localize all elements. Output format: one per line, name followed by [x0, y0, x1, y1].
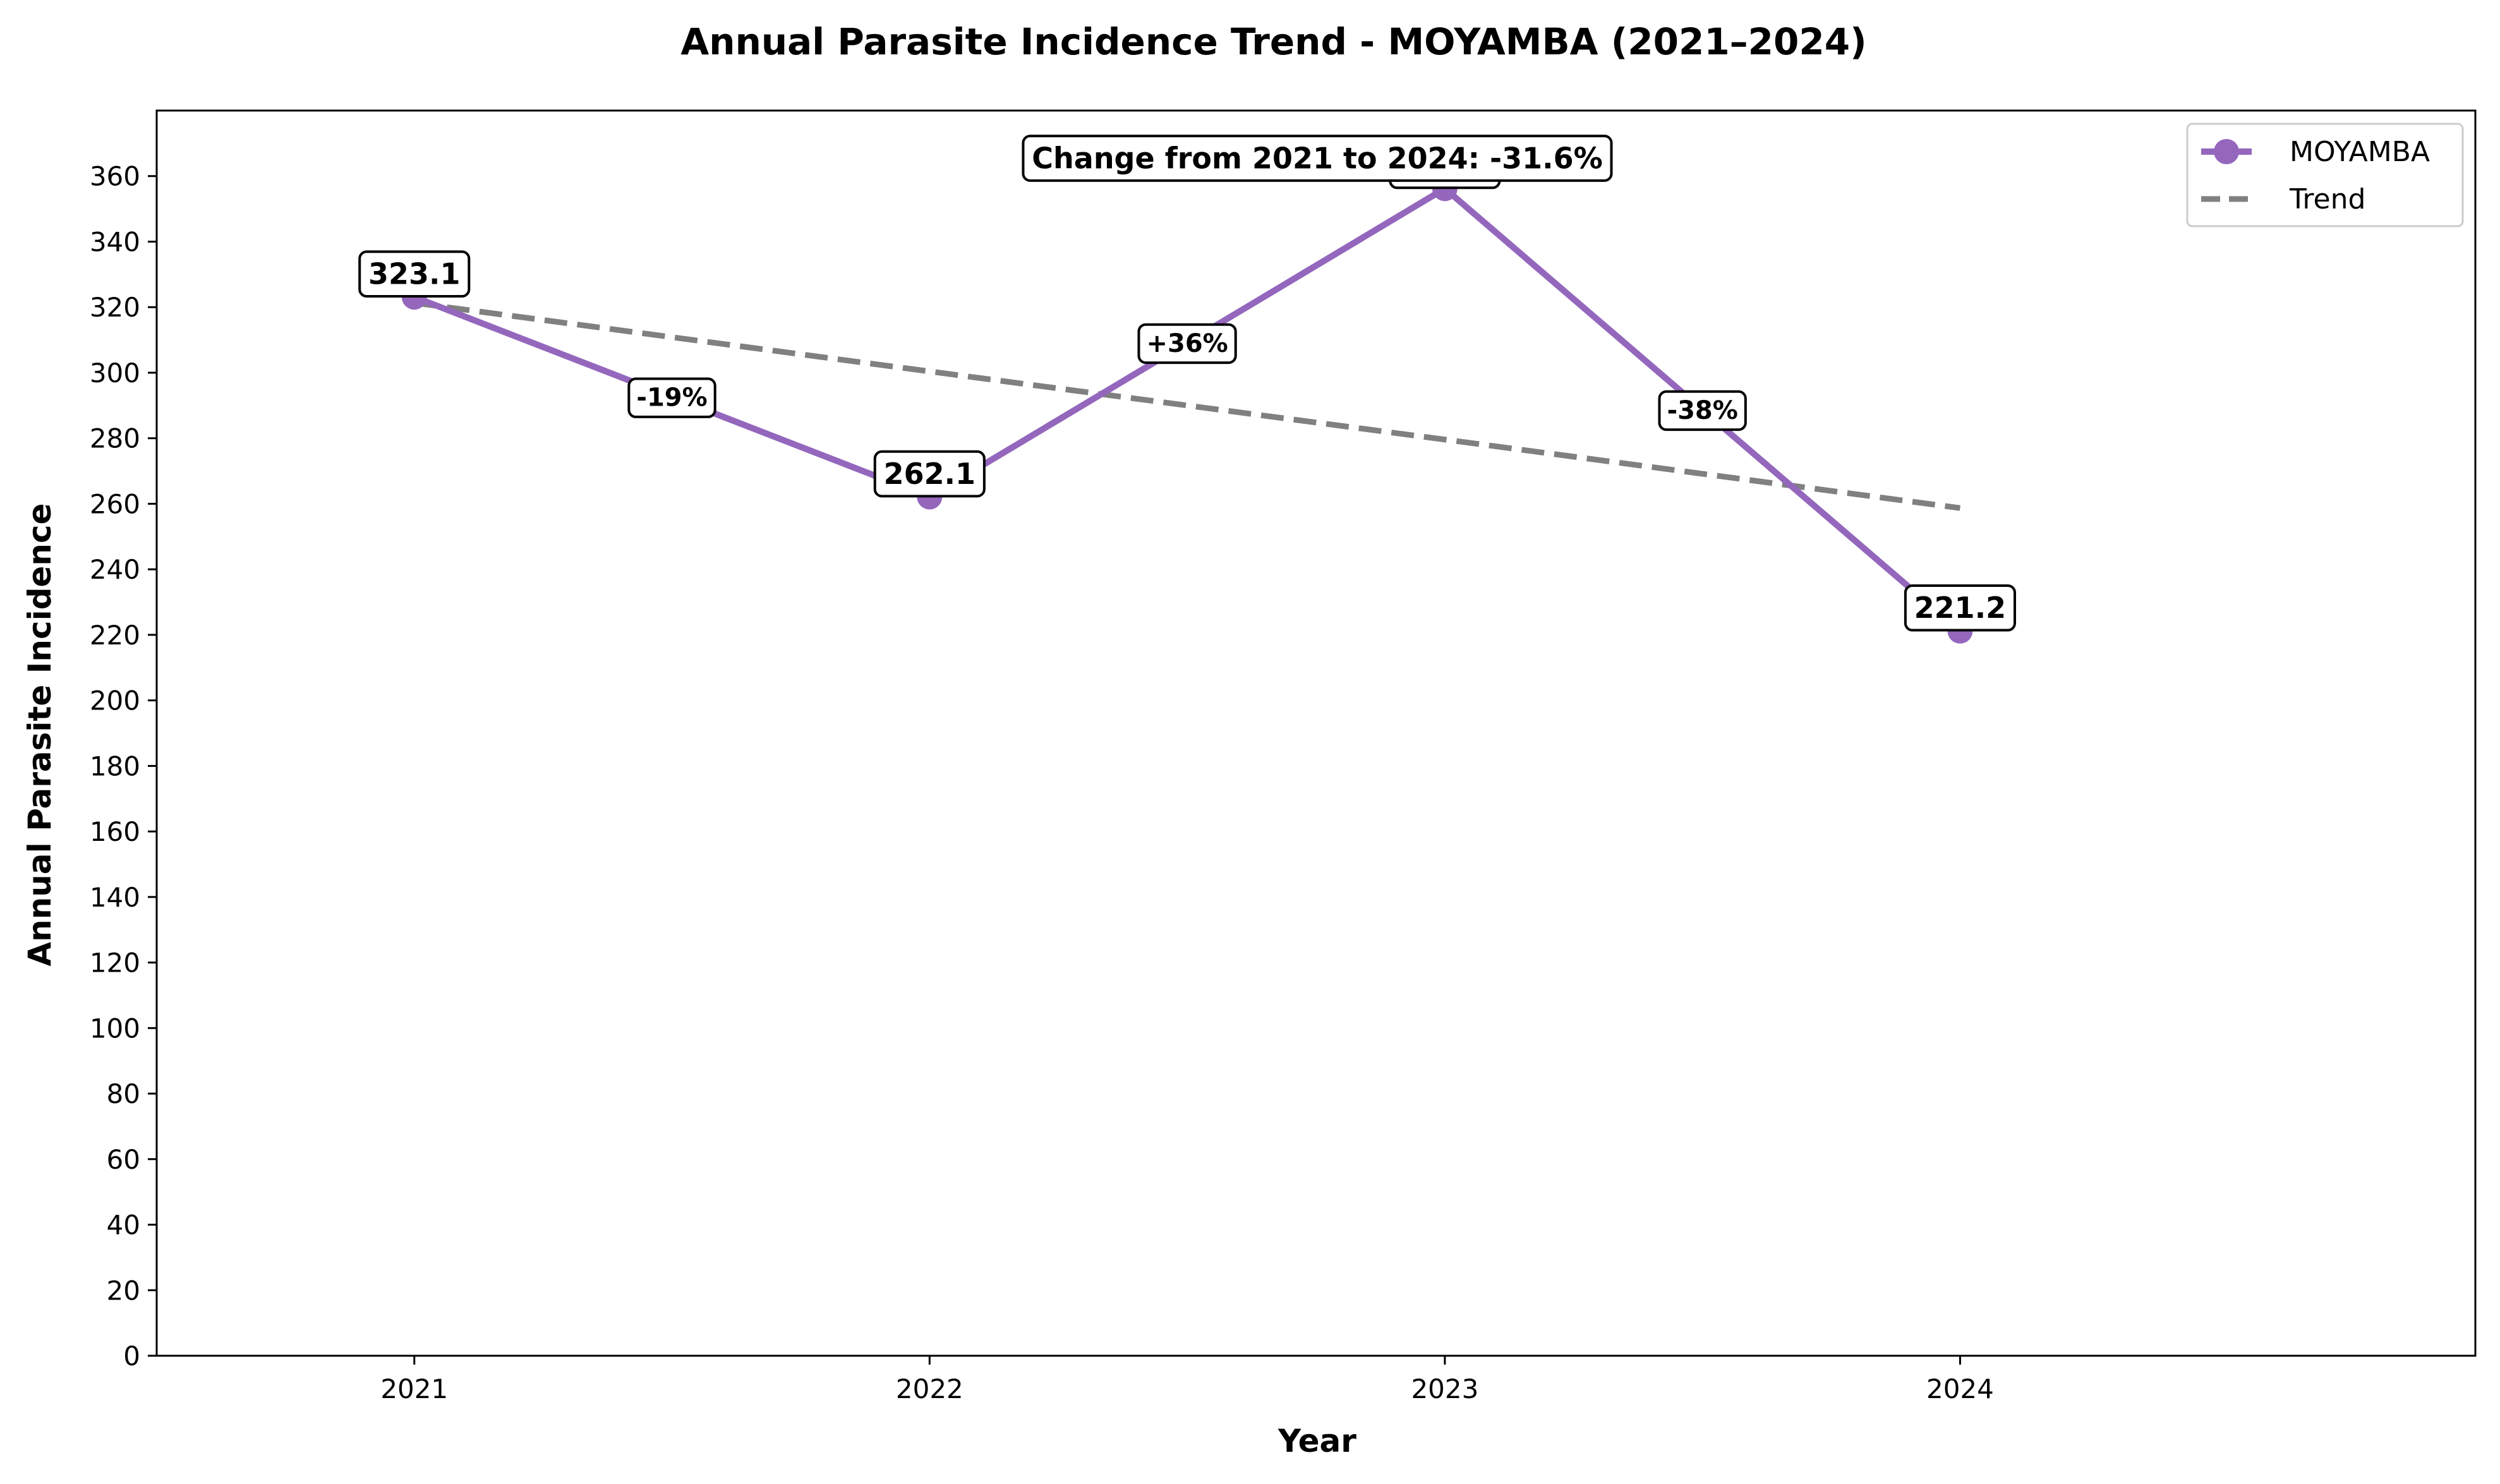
y-tick-label: 260 — [90, 488, 140, 519]
change-annotation-box — [1022, 135, 1613, 182]
legend-label-moyamba: MOYAMBA — [2290, 136, 2430, 168]
y-tick-label: 300 — [90, 358, 140, 389]
y-tick-label: 280 — [90, 423, 140, 454]
y-tick-label: 120 — [90, 948, 140, 979]
y-tick-label: 220 — [90, 620, 140, 651]
chart-title: Annual Parasite Incidence Trend - MOYAMB… — [680, 20, 1866, 63]
legend-label-trend: Trend — [2289, 183, 2365, 215]
y-tick-label: 160 — [90, 816, 140, 847]
data-label-box — [873, 450, 986, 498]
y-tick-label: 180 — [90, 751, 140, 781]
segment-change-label-box — [1658, 390, 1747, 431]
data-label-box — [1904, 584, 2017, 632]
y-tick-label: 360 — [90, 161, 140, 192]
y-tick-label: 20 — [107, 1275, 140, 1306]
x-tick-label: 2024 — [1926, 1373, 1994, 1404]
segment-change-label: -38% — [1667, 396, 1737, 425]
y-tick-label: 240 — [90, 554, 140, 585]
y-tick-label: 320 — [90, 292, 140, 323]
legend-marker-moyamba — [2214, 139, 2239, 164]
x-tick-label: 2021 — [380, 1373, 448, 1404]
y-tick-label: 60 — [107, 1144, 140, 1175]
plot-area: 0 20 40 60 80 100 120 140 160 180 200 220 240 260 280 3… — [90, 109, 2477, 1404]
y-tick-label: 40 — [107, 1210, 140, 1241]
y-axis-label: Annual Parasite Incidence — [21, 503, 58, 966]
legend-box — [2186, 123, 2464, 227]
y-tick-label: 100 — [90, 1013, 140, 1044]
y-tick-label: 80 — [107, 1078, 140, 1109]
x-axis-label: Year — [1277, 1423, 1356, 1459]
segment-change-label: +36% — [1146, 329, 1228, 358]
y-tick-label: 340 — [90, 226, 140, 257]
x-tick-label: 2023 — [1411, 1373, 1478, 1404]
segment-change-label-box — [1137, 323, 1237, 365]
change-annotation: Change from 2021 to 2024: -31.6% — [1032, 142, 1602, 176]
data-label: 221.2 — [1914, 591, 2007, 625]
y-tick-label: 140 — [90, 882, 140, 913]
data-label-box — [358, 250, 471, 298]
x-tick-label: 2022 — [896, 1373, 963, 1404]
plot-frame — [155, 109, 2477, 1357]
data-label: 262.1 — [884, 457, 976, 491]
segment-change-label-box — [627, 377, 716, 418]
y-tick-label: 200 — [90, 685, 140, 716]
y-tick-label: 0 — [123, 1341, 140, 1372]
data-label: 323.1 — [368, 257, 461, 291]
trend-line — [414, 300, 1961, 511]
segment-change-label: -19% — [636, 383, 707, 413]
